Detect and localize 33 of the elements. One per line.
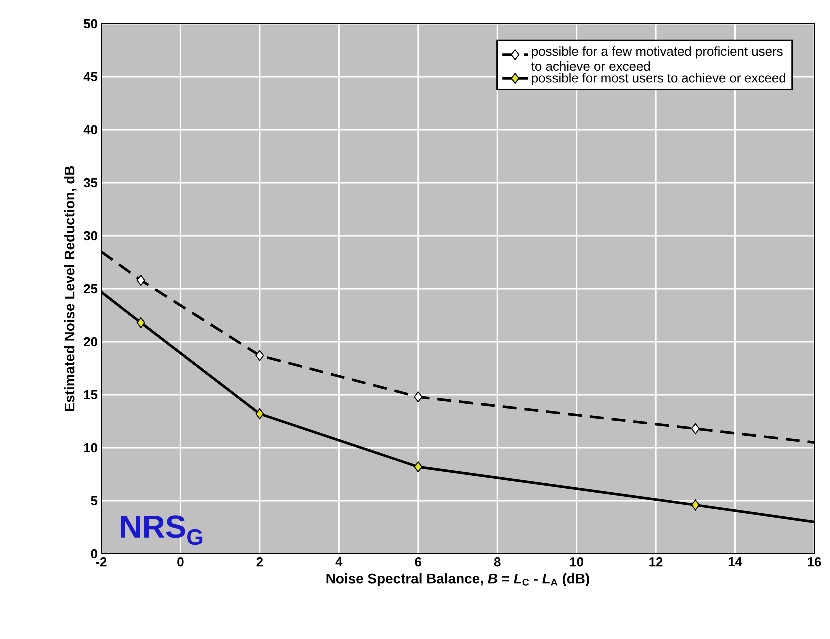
y-tick-label: 0 <box>91 549 98 559</box>
y-tick-label: 10 <box>84 443 98 453</box>
annotation: NRS$_{G}$ <box>121 516 203 546</box>
legend-label: possible for most users to achieve or exceed <box>532 73 786 86</box>
y-axis-title: Estimated Noise Level Reduction, dB <box>64 166 77 412</box>
point <box>256 408 264 420</box>
x-tick-label: 10 <box>570 558 584 567</box>
x-tick-label: 12 <box>650 558 663 567</box>
point <box>691 500 700 511</box>
x-tick-label: 16 <box>808 558 822 567</box>
x-tick-label: 14 <box>728 558 742 566</box>
y-tick-label: 20 <box>84 337 98 347</box>
x-tick-label: 2 <box>256 558 264 567</box>
y-tick-label: 15 <box>84 390 98 400</box>
point <box>414 462 423 473</box>
point <box>136 317 146 328</box>
y-tick-label: 45 <box>84 72 98 82</box>
x-tick-label: -2 <box>96 558 107 567</box>
y-tick-label: 40 <box>84 125 98 135</box>
y-tick-label: 25 <box>84 284 98 294</box>
x-tick-label: 6 <box>415 558 422 567</box>
x-tick-label: 0 <box>178 558 184 567</box>
y-tick-label: 35 <box>84 178 98 188</box>
point <box>136 275 146 286</box>
y-tick-label: 5 <box>91 496 98 506</box>
x-tick-label: 8 <box>494 558 501 567</box>
point <box>691 423 700 434</box>
text: Noise Spectral Balance, B = L$_{C}$ - L$_{A}$ (dB) <box>326 574 590 587</box>
point <box>256 350 264 362</box>
y-tick-label: 50 <box>84 19 98 29</box>
x-tick-label: 4 <box>336 558 343 566</box>
y-tick-label: 30 <box>84 231 98 241</box>
point <box>414 392 423 403</box>
